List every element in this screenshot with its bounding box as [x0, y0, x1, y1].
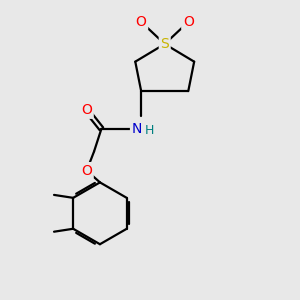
- Text: O: O: [81, 164, 92, 178]
- Text: S: S: [160, 37, 169, 51]
- Text: H: H: [144, 124, 154, 137]
- Text: O: O: [136, 15, 147, 29]
- Text: O: O: [183, 15, 194, 29]
- Text: O: O: [81, 103, 92, 117]
- Text: N: N: [132, 122, 142, 136]
